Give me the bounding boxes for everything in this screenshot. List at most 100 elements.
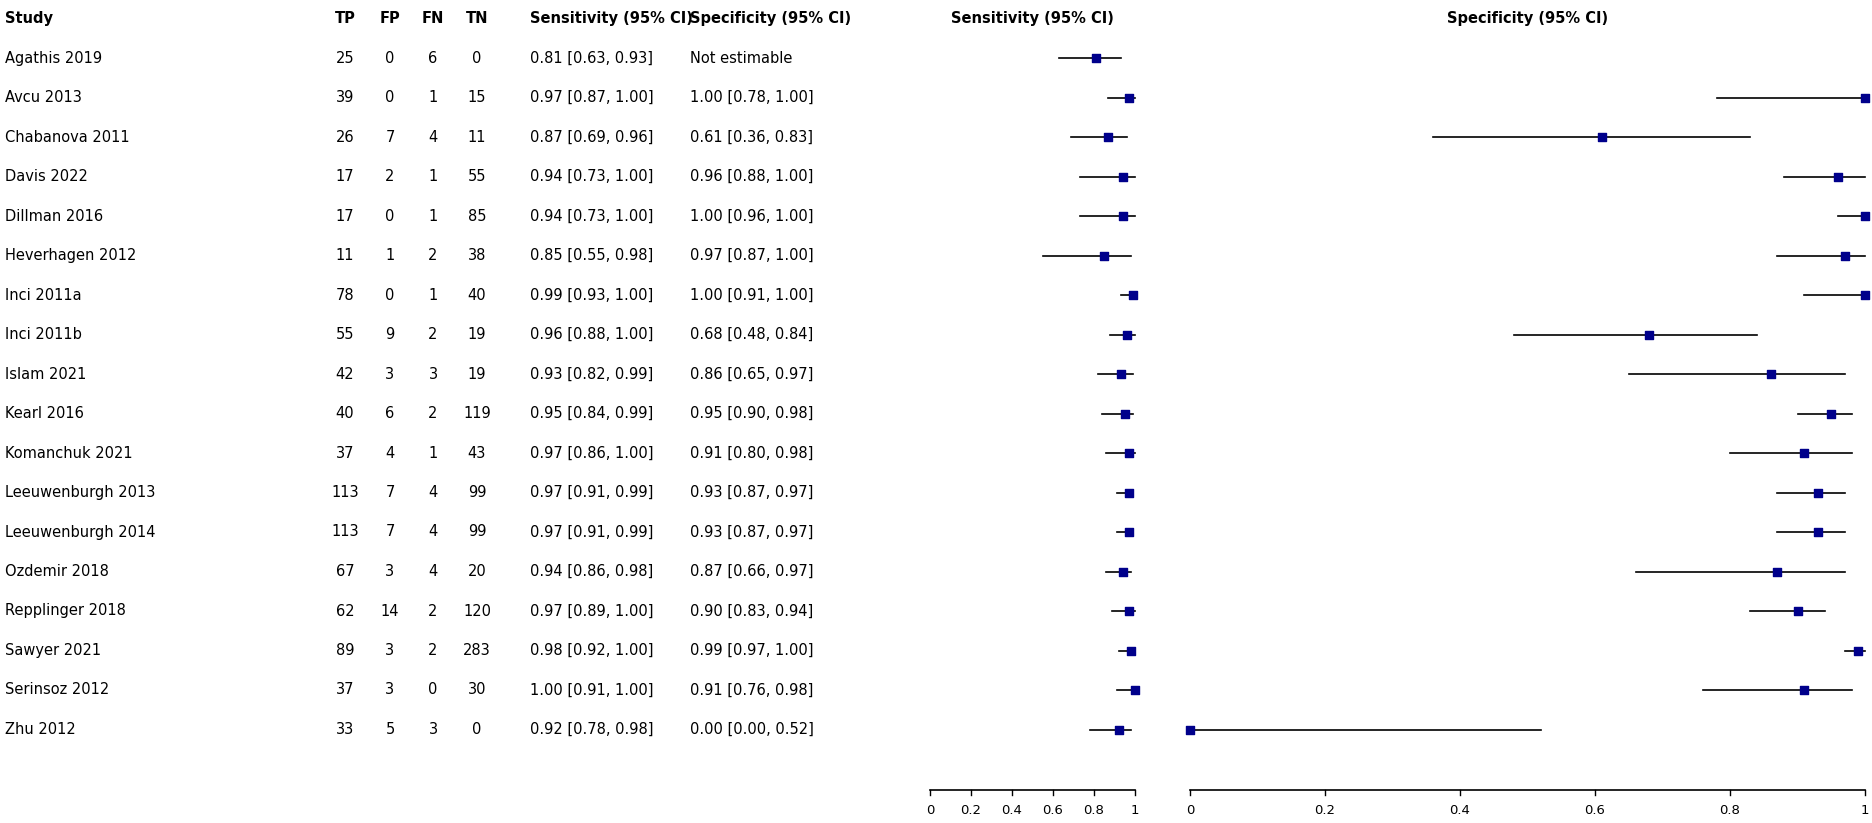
Text: 4: 4: [429, 129, 438, 145]
Text: 1: 1: [429, 90, 438, 105]
Text: 120: 120: [462, 603, 490, 619]
Text: 1.00 [0.91, 1.00]: 1.00 [0.91, 1.00]: [530, 682, 653, 698]
Text: 1: 1: [1861, 804, 1870, 817]
Text: 0: 0: [429, 682, 438, 698]
Text: TP: TP: [335, 11, 356, 26]
Text: 67: 67: [335, 564, 354, 579]
Point: [1850, 209, 1872, 222]
Text: 0.85 [0.55, 0.98]: 0.85 [0.55, 0.98]: [530, 248, 653, 263]
Text: 39: 39: [335, 90, 354, 105]
Text: 19: 19: [468, 327, 487, 342]
Text: 0.99 [0.93, 1.00]: 0.99 [0.93, 1.00]: [530, 287, 653, 303]
Text: 1: 1: [386, 248, 395, 263]
Text: Not estimable: Not estimable: [691, 50, 792, 66]
Text: 113: 113: [331, 485, 359, 500]
Point: [1790, 446, 1820, 459]
Text: 3: 3: [429, 366, 438, 382]
Point: [1118, 288, 1148, 301]
Text: 7: 7: [386, 524, 395, 540]
Point: [1114, 446, 1144, 459]
Text: Heverhagen 2012: Heverhagen 2012: [6, 248, 137, 263]
Text: 4: 4: [429, 524, 438, 540]
Text: 0: 0: [386, 287, 395, 303]
Text: 1: 1: [429, 169, 438, 184]
Text: 0.8: 0.8: [1720, 804, 1741, 817]
Text: 0.97 [0.87, 1.00]: 0.97 [0.87, 1.00]: [691, 248, 814, 263]
Text: 1.00 [0.78, 1.00]: 1.00 [0.78, 1.00]: [691, 90, 814, 105]
Text: 0.93 [0.87, 0.97]: 0.93 [0.87, 0.97]: [691, 485, 812, 500]
Text: Repplinger 2018: Repplinger 2018: [6, 603, 125, 619]
Text: 0.95 [0.84, 0.99]: 0.95 [0.84, 0.99]: [530, 406, 653, 421]
Text: TN: TN: [466, 11, 489, 26]
Text: 0.4: 0.4: [1002, 804, 1022, 817]
Text: Leeuwenburgh 2013: Leeuwenburgh 2013: [6, 485, 155, 500]
Text: 0.8: 0.8: [1084, 804, 1104, 817]
Text: 0: 0: [386, 50, 395, 66]
Text: 0.93 [0.82, 0.99]: 0.93 [0.82, 0.99]: [530, 366, 653, 382]
Point: [1116, 644, 1146, 657]
Text: 38: 38: [468, 248, 487, 263]
Text: 0.87 [0.66, 0.97]: 0.87 [0.66, 0.97]: [691, 564, 814, 579]
Text: 0.96 [0.88, 1.00]: 0.96 [0.88, 1.00]: [691, 169, 812, 184]
Text: 4: 4: [386, 445, 395, 461]
Text: Study: Study: [6, 11, 52, 26]
Text: Kearl 2016: Kearl 2016: [6, 406, 84, 421]
Text: 0.87 [0.69, 0.96]: 0.87 [0.69, 0.96]: [530, 129, 653, 145]
Text: 0.96 [0.88, 1.00]: 0.96 [0.88, 1.00]: [530, 327, 653, 342]
Text: 4: 4: [429, 485, 438, 500]
Text: 40: 40: [335, 406, 354, 421]
Text: Serinsoz 2012: Serinsoz 2012: [6, 682, 109, 698]
Text: 2: 2: [386, 169, 395, 184]
Text: 55: 55: [335, 327, 354, 342]
Text: 0.94 [0.73, 1.00]: 0.94 [0.73, 1.00]: [530, 208, 653, 224]
Text: 3: 3: [386, 564, 395, 579]
Text: 40: 40: [468, 287, 487, 303]
Text: 0.97 [0.91, 0.99]: 0.97 [0.91, 0.99]: [530, 524, 653, 540]
Text: 3: 3: [386, 682, 395, 698]
Text: Agathis 2019: Agathis 2019: [6, 50, 103, 66]
Text: 30: 30: [468, 682, 487, 698]
Text: 2: 2: [429, 603, 438, 619]
Text: 0.91 [0.76, 0.98]: 0.91 [0.76, 0.98]: [691, 682, 812, 698]
Point: [1829, 249, 1859, 262]
Text: 0: 0: [472, 50, 481, 66]
Text: 4: 4: [429, 564, 438, 579]
Text: 0.92 [0.78, 0.98]: 0.92 [0.78, 0.98]: [530, 722, 653, 737]
Point: [1823, 170, 1853, 183]
Text: 113: 113: [331, 524, 359, 540]
Point: [1176, 723, 1206, 736]
Text: 0.95 [0.90, 0.98]: 0.95 [0.90, 0.98]: [691, 406, 812, 421]
Text: 1: 1: [429, 445, 438, 461]
Text: 3: 3: [429, 722, 438, 737]
Text: 1: 1: [1131, 804, 1140, 817]
Text: 17: 17: [335, 169, 354, 184]
Point: [1114, 525, 1144, 538]
Point: [1803, 525, 1833, 538]
Text: 1.00 [0.91, 1.00]: 1.00 [0.91, 1.00]: [691, 287, 814, 303]
Point: [1114, 486, 1144, 499]
Point: [1112, 328, 1142, 341]
Text: FN: FN: [421, 11, 444, 26]
Text: 2: 2: [429, 248, 438, 263]
Text: 1.00 [0.96, 1.00]: 1.00 [0.96, 1.00]: [691, 208, 814, 224]
Text: 99: 99: [468, 485, 487, 500]
Text: Chabanova 2011: Chabanova 2011: [6, 129, 129, 145]
Text: 0.86 [0.65, 0.97]: 0.86 [0.65, 0.97]: [691, 366, 812, 382]
Text: 1: 1: [429, 208, 438, 224]
Text: Dillman 2016: Dillman 2016: [6, 208, 103, 224]
Text: 7: 7: [386, 129, 395, 145]
Text: Ozdemir 2018: Ozdemir 2018: [6, 564, 109, 579]
Text: 0.6: 0.6: [1043, 804, 1063, 817]
Text: 0.81 [0.63, 0.93]: 0.81 [0.63, 0.93]: [530, 50, 653, 66]
Text: 5: 5: [386, 722, 395, 737]
Text: 17: 17: [335, 208, 354, 224]
Point: [1090, 249, 1119, 262]
Text: 0.98 [0.92, 1.00]: 0.98 [0.92, 1.00]: [530, 643, 653, 658]
Point: [1844, 644, 1872, 657]
Text: 42: 42: [335, 366, 354, 382]
Text: 119: 119: [462, 406, 490, 421]
Text: 15: 15: [468, 90, 487, 105]
Text: 25: 25: [335, 50, 354, 66]
Text: 9: 9: [386, 327, 395, 342]
Text: Sensitivity (95% CI): Sensitivity (95% CI): [530, 11, 693, 26]
